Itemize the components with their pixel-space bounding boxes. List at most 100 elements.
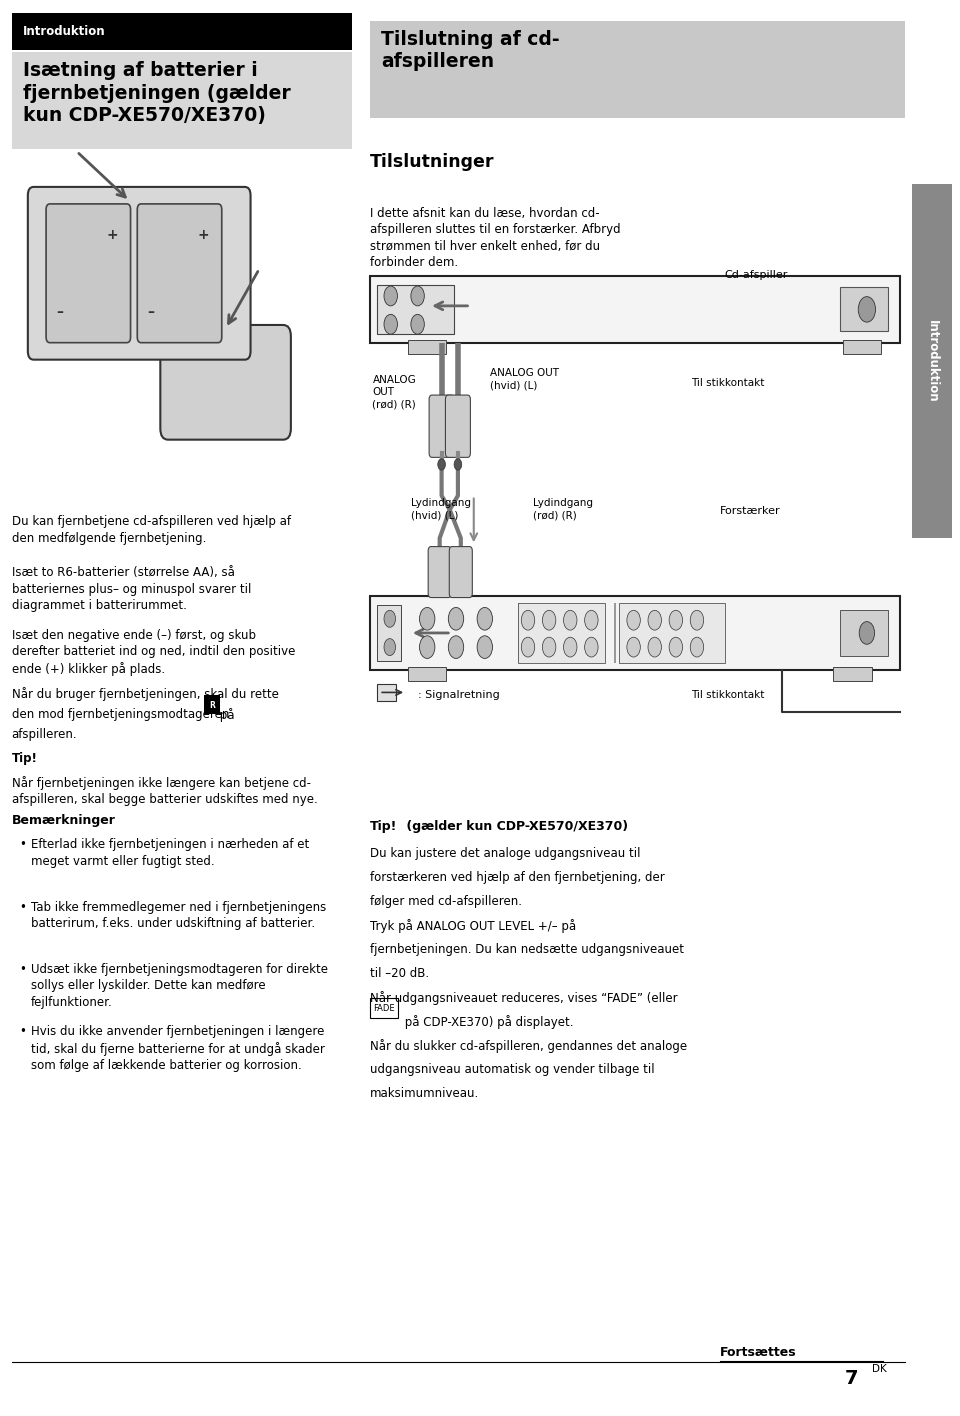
Text: Isætning af batterier i
fjernbetjeningen (gælder
kun CDP-XE570/XE370): Isætning af batterier i fjernbetjeningen… [23, 61, 291, 126]
Bar [840, 287, 888, 331]
Bar [408, 340, 446, 354]
Text: •: • [19, 1025, 26, 1038]
Text: –: – [147, 304, 155, 319]
Text: Introduktion: Introduktion [925, 320, 939, 402]
Circle shape [564, 637, 577, 657]
FancyBboxPatch shape [445, 395, 470, 457]
Circle shape [585, 637, 598, 657]
Circle shape [477, 607, 492, 630]
Bar [840, 610, 888, 656]
Bar [204, 695, 220, 714]
Circle shape [627, 637, 640, 657]
FancyBboxPatch shape [137, 204, 222, 343]
Circle shape [669, 637, 683, 657]
FancyBboxPatch shape [28, 187, 251, 360]
Text: Du kan justere det analoge udgangsniveau til: Du kan justere det analoge udgangsniveau… [370, 847, 640, 860]
Text: udgangsniveau automatisk og vender tilbage til: udgangsniveau automatisk og vender tilba… [370, 1063, 654, 1076]
Bar [614, 603, 616, 663]
Text: Lydindgang
(rød) (R): Lydindgang (rød) (R) [533, 498, 593, 521]
Text: Forstærker: Forstærker [720, 506, 780, 515]
Text: følger med cd-afspilleren.: følger med cd-afspilleren. [370, 895, 521, 908]
Text: Til stikkontakt: Til stikkontakt [691, 690, 764, 701]
Circle shape [564, 610, 577, 630]
Text: Tip!: Tip! [370, 820, 397, 833]
Bar [370, 596, 900, 670]
Text: til –20 dB.: til –20 dB. [370, 967, 429, 980]
Text: •: • [19, 963, 26, 976]
Bar [370, 998, 398, 1018]
Text: Hvis du ikke anvender fjernbetjeningen i længere
tid, skal du fjerne batterierne: Hvis du ikke anvender fjernbetjeningen i… [31, 1025, 324, 1072]
Text: R: R [209, 701, 215, 709]
Text: Du kan fjernbetjene cd-afspilleren ved hjælp af
den medfølgende fjernbetjening.: Du kan fjernbetjene cd-afspilleren ved h… [12, 515, 291, 545]
FancyBboxPatch shape [160, 326, 291, 439]
Text: forstærkeren ved hjælp af den fjernbetjening, der: forstærkeren ved hjælp af den fjernbetje… [370, 871, 664, 884]
Text: (gælder kun CDP-XE570/XE370): (gælder kun CDP-XE570/XE370) [402, 820, 629, 833]
Text: •: • [19, 901, 26, 913]
Text: Når fjernbetjeningen ikke længere kan betjene cd-
afspilleren, skal begge batter: Når fjernbetjeningen ikke længere kan be… [12, 776, 317, 807]
Bar [377, 285, 454, 334]
FancyBboxPatch shape [449, 547, 472, 598]
FancyBboxPatch shape [46, 204, 131, 343]
Circle shape [438, 459, 445, 470]
Text: Udsæt ikke fjernbetjeningsmodtageren for direkte
sollys eller lyskilder. Dette k: Udsæt ikke fjernbetjeningsmodtageren for… [31, 963, 327, 1008]
Text: Lydindgang
(hvid) (L): Lydindgang (hvid) (L) [411, 498, 470, 521]
Text: Efterlad ikke fjernbetjeningen i nærheden af et
meget varmt eller fugtigt sted.: Efterlad ikke fjernbetjeningen i nærhede… [31, 838, 309, 868]
Bar [377, 684, 396, 701]
Circle shape [690, 610, 704, 630]
Circle shape [448, 636, 464, 658]
Circle shape [384, 610, 396, 627]
Text: ANALOG OUT
(hvid) (L): ANALOG OUT (hvid) (L) [490, 368, 559, 391]
Bar [833, 667, 872, 681]
Circle shape [477, 636, 492, 658]
Text: Bemærkninger: Bemærkninger [12, 814, 115, 827]
Text: Isæt den negative ende (–) først, og skub
derefter batteriet ind og ned, indtil : Isæt den negative ende (–) først, og sku… [12, 629, 295, 675]
Text: Tab ikke fremmedlegemer ned i fjernbetjeningens
batterirum, f.eks. under udskift: Tab ikke fremmedlegemer ned i fjernbetje… [31, 901, 326, 930]
Bar [408, 667, 446, 681]
Text: •: • [19, 838, 26, 851]
Text: DK: DK [872, 1364, 886, 1374]
Circle shape [384, 314, 397, 334]
Circle shape [521, 637, 535, 657]
Text: Tip!: Tip! [12, 752, 37, 765]
Circle shape [521, 610, 535, 630]
Circle shape [384, 639, 396, 656]
Text: Til stikkontakt: Til stikkontakt [691, 378, 764, 388]
Circle shape [420, 636, 435, 658]
Circle shape [448, 607, 464, 630]
Circle shape [859, 622, 875, 644]
Text: Når udgangsniveauet reduceres, vises “FADE” (eller: Når udgangsniveauet reduceres, vises “FA… [370, 991, 677, 1005]
Text: på CDP-XE370) på displayet.: på CDP-XE370) på displayet. [401, 1015, 574, 1029]
Text: fjernbetjeningen. Du kan nedsætte udgangsniveauet: fjernbetjeningen. Du kan nedsætte udgang… [370, 943, 684, 956]
Bar [518, 603, 520, 663]
Circle shape [454, 459, 462, 470]
Text: Fortsættes: Fortsættes [720, 1347, 797, 1359]
Bar [12, 13, 352, 50]
Circle shape [542, 610, 556, 630]
Circle shape [648, 610, 661, 630]
Text: Tilslutning af cd-
afspilleren: Tilslutning af cd- afspilleren [381, 30, 560, 71]
Text: I dette afsnit kan du læse, hvordan cd-
afspilleren sluttes til en forstærker. A: I dette afsnit kan du læse, hvordan cd- … [370, 207, 620, 269]
Circle shape [648, 637, 661, 657]
Bar [12, 52, 352, 149]
Circle shape [585, 610, 598, 630]
Text: +: + [107, 228, 118, 242]
Bar [912, 184, 952, 538]
Text: afspilleren.: afspilleren. [12, 728, 77, 741]
Circle shape [858, 297, 876, 321]
Circle shape [420, 607, 435, 630]
Circle shape [411, 314, 424, 334]
Bar [370, 276, 900, 343]
Bar [377, 605, 401, 661]
Text: Tryk på ANALOG OUT LEVEL +/– på: Tryk på ANALOG OUT LEVEL +/– på [370, 919, 576, 933]
Circle shape [384, 286, 397, 306]
Text: den mod fjernbetjeningsmodtageren: den mod fjernbetjeningsmodtageren [12, 708, 228, 721]
Text: FADE: FADE [373, 1004, 395, 1012]
Text: maksimumniveau.: maksimumniveau. [370, 1087, 479, 1100]
Text: 7: 7 [845, 1369, 858, 1388]
Bar [518, 603, 605, 663]
Circle shape [542, 637, 556, 657]
FancyBboxPatch shape [429, 395, 454, 457]
Text: –: – [56, 304, 63, 319]
Bar [370, 21, 905, 118]
Circle shape [627, 610, 640, 630]
